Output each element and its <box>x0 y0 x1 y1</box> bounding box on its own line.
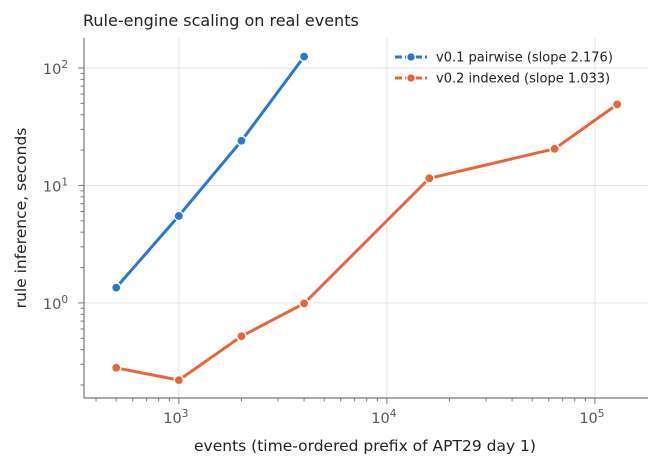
data-point-series-1 <box>173 210 185 222</box>
legend-label-2: v0.2 indexed (slope 1.033) <box>436 72 610 87</box>
data-point-series-1 <box>236 135 247 147</box>
x-tick-label: 105 <box>579 408 604 427</box>
y-axis-label: rule inference, seconds <box>12 128 30 309</box>
data-point-series-2 <box>549 143 560 155</box>
data-point-series-1 <box>298 51 310 62</box>
legend-marker-2 <box>406 73 416 83</box>
y-tick-label: 101 <box>43 176 68 195</box>
x-tick-label: 104 <box>371 408 396 427</box>
data-point-series-2 <box>236 330 247 342</box>
grid <box>84 38 648 398</box>
series-layer <box>110 51 623 386</box>
data-point-series-2 <box>424 173 435 184</box>
x-axis-label: events (time-ordered prefix of APT29 day… <box>194 437 536 455</box>
y-tick-label: 102 <box>43 59 68 78</box>
y-tick-label: 100 <box>43 294 68 313</box>
chart-title: Rule-engine scaling on real events <box>83 11 359 30</box>
x-tick-label: 103 <box>163 408 188 427</box>
legend: v0.1 pairwise (slope 2.176) v0.2 indexed … <box>395 51 613 87</box>
axes: 103 104 105 100 101 102 <box>43 38 648 427</box>
series-line-1 <box>114 55 306 290</box>
series-line-2 <box>114 102 619 382</box>
legend-label-1: v0.1 pairwise (slope 2.176) <box>436 51 613 66</box>
data-point-series-2 <box>110 362 122 374</box>
legend-marker-1 <box>406 52 416 62</box>
data-point-series-2 <box>611 99 623 110</box>
data-point-series-2 <box>298 298 310 309</box>
data-point-series-1 <box>110 282 122 293</box>
data-point-series-2 <box>173 374 185 386</box>
